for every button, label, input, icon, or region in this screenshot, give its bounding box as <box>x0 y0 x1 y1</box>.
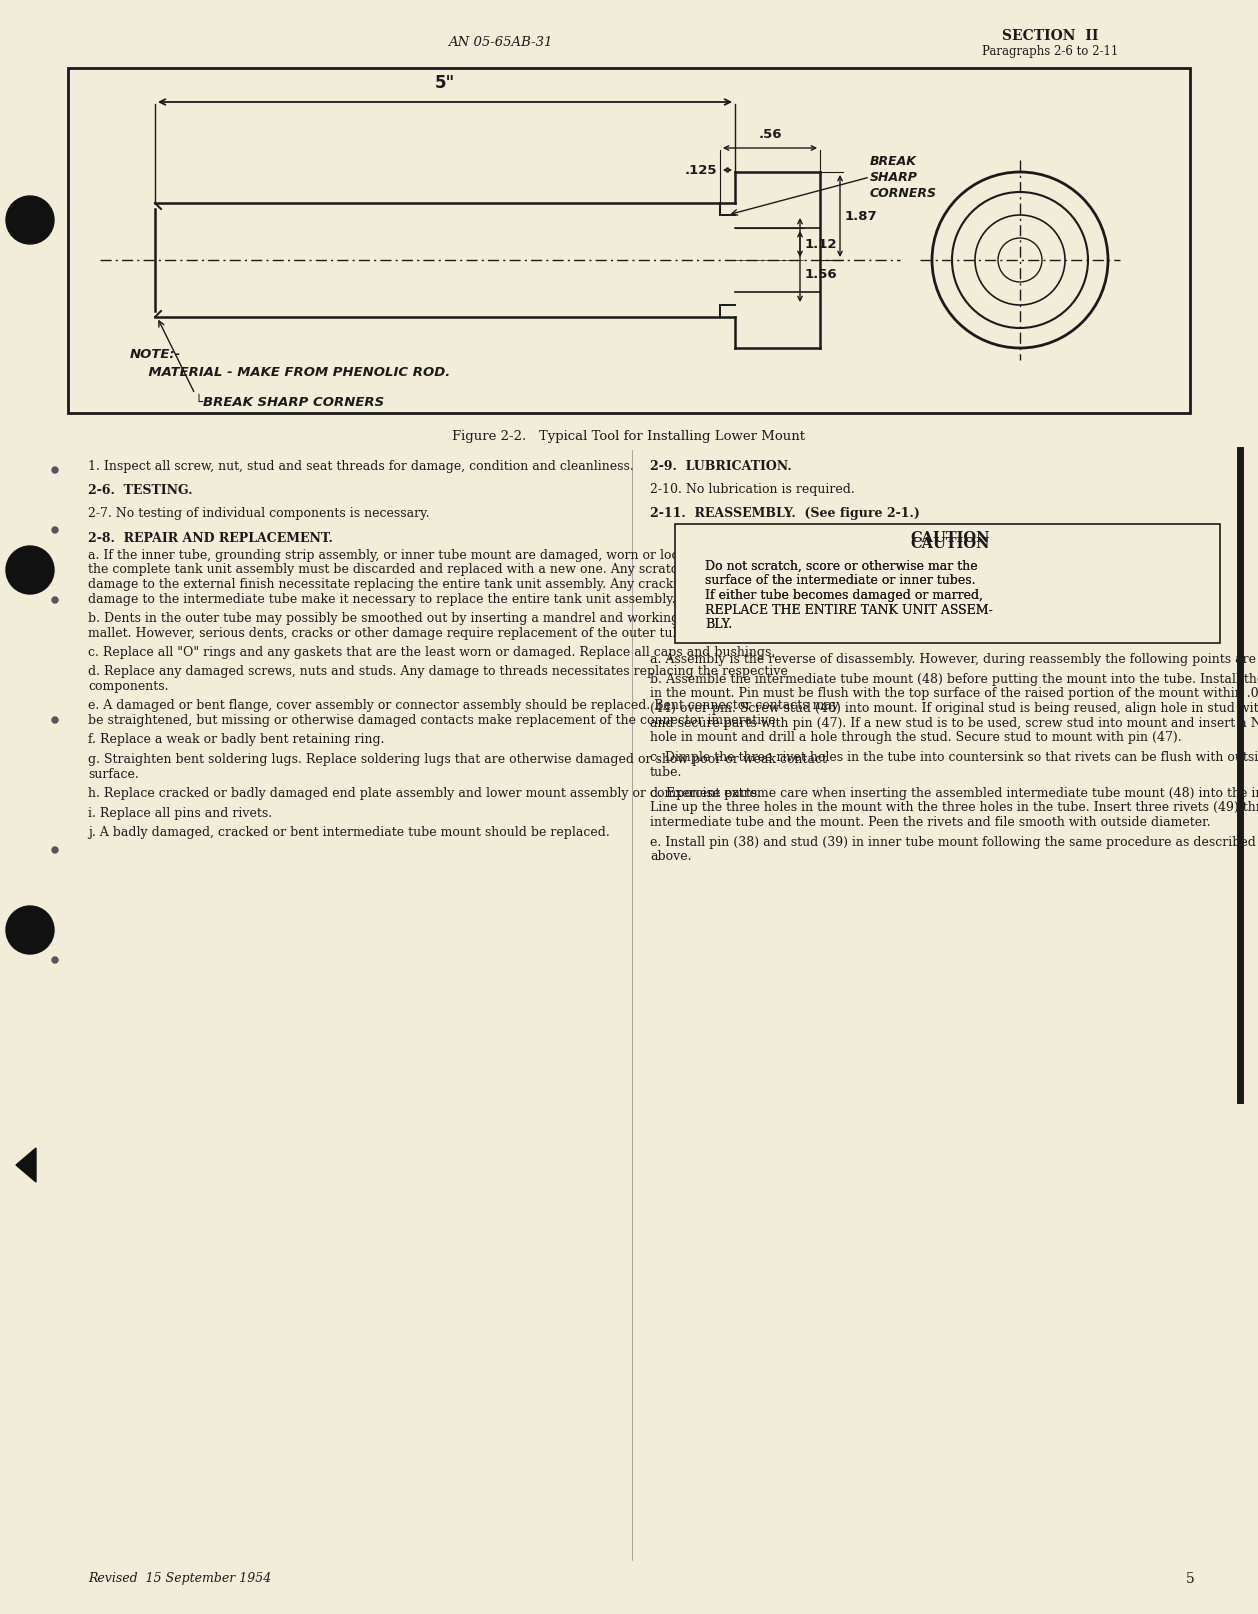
Text: b. Assemble the intermediate tube mount (48) before putting the mount into the t: b. Assemble the intermediate tube mount … <box>650 673 1258 686</box>
Circle shape <box>52 957 58 964</box>
Text: Do not scratch, score or otherwise mar the: Do not scratch, score or otherwise mar t… <box>704 560 977 573</box>
Bar <box>68 68 1190 413</box>
Text: └BREAK SHARP CORNERS: └BREAK SHARP CORNERS <box>195 395 384 408</box>
Text: Do not scratch, score or otherwise mar the: Do not scratch, score or otherwise mar t… <box>704 560 977 573</box>
Text: components.: components. <box>88 679 169 692</box>
Text: If either tube becomes damaged or marred,: If either tube becomes damaged or marred… <box>704 589 982 602</box>
Text: 5: 5 <box>1185 1572 1194 1587</box>
Text: Paragraphs 2-6 to 2-11: Paragraphs 2-6 to 2-11 <box>982 45 1118 58</box>
Circle shape <box>52 528 58 533</box>
Text: SECTION  II: SECTION II <box>1001 29 1098 44</box>
Text: intermediate tube and the mount. Peen the rivets and file smooth with outside di: intermediate tube and the mount. Peen th… <box>650 815 1210 828</box>
Text: in the mount. Pin must be flush with the top surface of the raised portion of th: in the mount. Pin must be flush with the… <box>650 688 1258 700</box>
Text: REPLACE THE ENTIRE TANK UNIT ASSEM-: REPLACE THE ENTIRE TANK UNIT ASSEM- <box>704 604 993 617</box>
Text: 2-7. No testing of individual components is necessary.: 2-7. No testing of individual components… <box>88 507 429 520</box>
Text: 2-8.  REPAIR AND REPLACEMENT.: 2-8. REPAIR AND REPLACEMENT. <box>88 531 333 544</box>
Text: .56: .56 <box>759 128 781 140</box>
Text: Revised  15 September 1954: Revised 15 September 1954 <box>88 1572 272 1585</box>
Text: .125: .125 <box>684 163 717 176</box>
Circle shape <box>6 195 54 244</box>
Text: CAUTION: CAUTION <box>911 537 990 552</box>
Text: f. Replace a weak or badly bent retaining ring.: f. Replace a weak or badly bent retainin… <box>88 733 385 747</box>
Text: 2-11.  REASSEMBLY.  (See figure 2-1.): 2-11. REASSEMBLY. (See figure 2-1.) <box>650 507 920 520</box>
Text: be straightened, but missing or otherwise damaged contacts make replacement of t: be straightened, but missing or otherwis… <box>88 713 780 726</box>
Text: 2-6.  TESTING.: 2-6. TESTING. <box>88 484 192 497</box>
Text: tube.: tube. <box>650 767 682 780</box>
Text: MATERIAL - MAKE FROM PHENOLIC ROD.: MATERIAL - MAKE FROM PHENOLIC ROD. <box>130 366 450 379</box>
Text: c. Dimple the three rivet holes in the tube into countersink so that rivets can : c. Dimple the three rivet holes in the t… <box>650 752 1258 765</box>
Text: damage to the intermediate tube make it necessary to replace the entire tank uni: damage to the intermediate tube make it … <box>88 592 676 605</box>
Text: above.: above. <box>650 851 692 863</box>
Text: d. Exercise extreme care when inserting the assembled intermediate tube mount (4: d. Exercise extreme care when inserting … <box>650 786 1258 799</box>
Text: 1. Inspect all screw, nut, stud and seat threads for damage, condition and clean: 1. Inspect all screw, nut, stud and seat… <box>88 460 634 473</box>
Text: and secure parts with pin (47). If a new stud is to be used, screw stud into mou: and secure parts with pin (47). If a new… <box>650 717 1258 730</box>
Text: (44) over pin. Screw stud (46) into mount. If original stud is being reused, ali: (44) over pin. Screw stud (46) into moun… <box>650 702 1258 715</box>
Text: a. If the inner tube, grounding strip assembly, or inner tube mount are damaged,: a. If the inner tube, grounding strip as… <box>88 549 820 562</box>
Text: 1.12: 1.12 <box>805 237 838 250</box>
Text: NOTE:-: NOTE:- <box>130 349 181 362</box>
Text: h. Replace cracked or badly damaged end plate assembly and lower mount assembly : h. Replace cracked or badly damaged end … <box>88 788 761 801</box>
Text: BREAK
SHARP
CORNERS: BREAK SHARP CORNERS <box>871 155 937 200</box>
Circle shape <box>52 847 58 854</box>
Text: 1.56: 1.56 <box>805 268 838 281</box>
Polygon shape <box>16 1148 36 1181</box>
Text: AN 05-65AB-31: AN 05-65AB-31 <box>448 36 552 48</box>
Text: surface.: surface. <box>88 768 138 781</box>
Text: Line up the three holes in the mount with the three holes in the tube. Insert th: Line up the three holes in the mount wit… <box>650 801 1258 813</box>
Circle shape <box>52 466 58 473</box>
Text: REPLACE THE ENTIRE TANK UNIT ASSEM-: REPLACE THE ENTIRE TANK UNIT ASSEM- <box>704 604 993 617</box>
Circle shape <box>52 597 58 604</box>
Text: g. Straighten bent soldering lugs. Replace soldering lugs that are otherwise dam: g. Straighten bent soldering lugs. Repla… <box>88 754 827 767</box>
Text: If either tube becomes damaged or marred,: If either tube becomes damaged or marred… <box>704 589 982 602</box>
Text: i. Replace all pins and rivets.: i. Replace all pins and rivets. <box>88 807 272 820</box>
Text: 2-9.  LUBRICATION.: 2-9. LUBRICATION. <box>650 460 791 473</box>
Text: damage to the external finish necessitate replacing the entire tank unit assembl: damage to the external finish necessitat… <box>88 578 777 591</box>
Text: surface of the intermediate or inner tubes.: surface of the intermediate or inner tub… <box>704 575 975 587</box>
Circle shape <box>6 905 54 954</box>
Text: b. Dents in the outer tube may possibly be smoothed out by inserting a mandrel a: b. Dents in the outer tube may possibly … <box>88 612 827 625</box>
Text: BLY.: BLY. <box>704 618 732 631</box>
Text: surface of the intermediate or inner tubes.: surface of the intermediate or inner tub… <box>704 575 975 587</box>
Text: c. Replace all "O" rings and any gaskets that are the least worn or damaged. Rep: c. Replace all "O" rings and any gaskets… <box>88 646 775 659</box>
Text: 2-10. No lubrication is required.: 2-10. No lubrication is required. <box>650 483 854 495</box>
Text: j. A badly damaged, cracked or bent intermediate tube mount should be replaced.: j. A badly damaged, cracked or bent inte… <box>88 826 610 839</box>
Text: d. Replace any damaged screws, nuts and studs. Any damage to threads necessitate: d. Replace any damaged screws, nuts and … <box>88 665 788 678</box>
Text: 1.87: 1.87 <box>845 210 878 223</box>
Text: Figure 2-2.   Typical Tool for Installing Lower Mount: Figure 2-2. Typical Tool for Installing … <box>453 429 805 442</box>
Circle shape <box>6 546 54 594</box>
Text: mallet. However, serious dents, cracks or other damage require replacement of th: mallet. However, serious dents, cracks o… <box>88 626 692 639</box>
Circle shape <box>52 717 58 723</box>
Text: CAUTION: CAUTION <box>911 531 990 546</box>
Text: 5": 5" <box>435 74 455 92</box>
Text: e. Install pin (38) and stud (39) in inner tube mount following the same procedu: e. Install pin (38) and stud (39) in inn… <box>650 836 1258 849</box>
Text: the complete tank unit assembly must be discarded and replaced with a new one. A: the complete tank unit assembly must be … <box>88 563 804 576</box>
Text: a. Assembly is the reverse of disassembly. However, during reassembly the follow: a. Assembly is the reverse of disassembl… <box>650 652 1258 665</box>
Text: e. A damaged or bent flange, cover assembly or connector assembly should be repl: e. A damaged or bent flange, cover assem… <box>88 699 839 712</box>
Text: hole in mount and drill a hole through the stud. Secure stud to mount with pin (: hole in mount and drill a hole through t… <box>650 731 1181 744</box>
Text: BLY.: BLY. <box>704 618 732 631</box>
Bar <box>676 523 1220 642</box>
